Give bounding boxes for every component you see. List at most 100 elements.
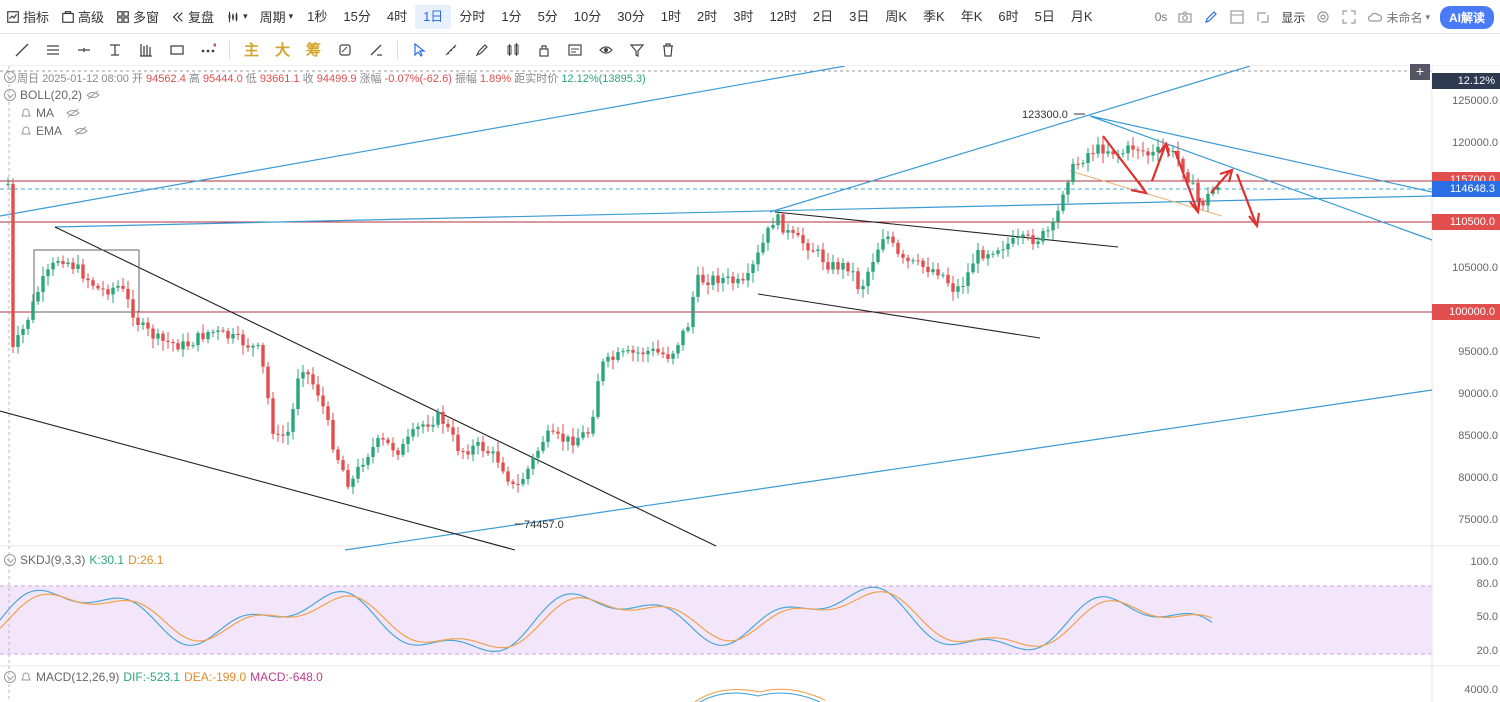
lock-tool[interactable] (528, 34, 559, 66)
period-11[interactable]: 3时 (733, 8, 754, 24)
trendline-upper-left[interactable] (0, 66, 846, 217)
collapse-icon[interactable] (4, 554, 16, 566)
erase-tool[interactable] (360, 34, 391, 66)
collapse-icon[interactable] (4, 671, 16, 683)
candle-body (1121, 153, 1125, 155)
candle-body (556, 431, 560, 434)
trendline-tool[interactable] (6, 34, 37, 66)
replay-button[interactable]: 复盘 (165, 5, 220, 29)
candle-body (176, 343, 180, 350)
period-4[interactable]: 分时 (459, 8, 486, 24)
top-toolbar: 指标 高级 多窗 复盘 ▾ 周期 ▾ 1秒 15分 4时 1日 分时 1分 5分 10分 30分… (0, 0, 1500, 34)
eye-off-icon[interactable] (74, 126, 88, 136)
candle-body (736, 278, 740, 284)
indicator-tool[interactable] (497, 34, 528, 66)
eye-off-icon[interactable] (66, 108, 80, 118)
main-chart-tool[interactable]: 主 (243, 42, 259, 59)
ma-row[interactable]: MA (20, 106, 80, 120)
bell-icon (21, 108, 31, 117)
period-15[interactable]: 周K (885, 8, 908, 24)
trendline-descending-2[interactable] (1089, 115, 1433, 193)
candle-body (71, 262, 75, 270)
period-16[interactable]: 季K (923, 8, 945, 24)
period-18[interactable]: 6时 (998, 8, 1019, 24)
candle-body (236, 333, 240, 335)
period-2[interactable]: 4时 (386, 8, 408, 24)
eye-off-icon[interactable] (86, 90, 100, 100)
period-12[interactable]: 12时 (769, 8, 797, 24)
period-9[interactable]: 1时 (660, 8, 681, 24)
camera-icon[interactable] (1177, 9, 1193, 25)
delete-tool[interactable] (652, 34, 683, 66)
period-7[interactable]: 10分 (573, 8, 602, 24)
period-14[interactable]: 3日 (849, 8, 870, 24)
more-tools[interactable] (192, 34, 223, 66)
price-chart[interactable]: 123300.0 74457.0 (0, 66, 1500, 702)
period-0[interactable]: 1秒 (307, 8, 328, 24)
wedge-upper[interactable] (774, 211, 1119, 248)
ema-row[interactable]: EMA (20, 124, 88, 138)
consolidation-box[interactable] (33, 249, 140, 313)
expand-icon[interactable] (1255, 9, 1271, 25)
trendline-black-lower[interactable] (0, 410, 516, 551)
candle-body (231, 333, 235, 339)
rectangle-tool[interactable] (161, 34, 192, 66)
period-8[interactable]: 30分 (617, 8, 645, 24)
ai-interpret-button[interactable]: AI解读 (1439, 5, 1494, 29)
fib-tool[interactable] (130, 34, 161, 66)
candle-body (371, 447, 375, 457)
price-label: 105000.0 (1452, 262, 1498, 274)
ruler-tool[interactable] (435, 34, 466, 66)
display-button[interactable]: 显示 (1281, 10, 1306, 25)
hide-tool[interactable] (590, 34, 621, 66)
trendline-descending[interactable] (1089, 115, 1433, 241)
period-19[interactable]: 5日 (1034, 8, 1055, 24)
macd-dif-line (699, 692, 821, 702)
layout-icon[interactable] (1229, 9, 1245, 25)
boll-row[interactable]: BOLL(20,2) (4, 88, 100, 102)
candle-body (376, 438, 380, 448)
collapse-icon[interactable] (4, 71, 16, 83)
fullscreen-icon[interactable] (1341, 9, 1357, 25)
trendline-channel-top[interactable] (769, 66, 1251, 213)
select-tool[interactable] (404, 34, 435, 66)
trendline-black-upper[interactable] (54, 226, 717, 547)
advanced-button[interactable]: 高级 (55, 5, 110, 29)
filter-tool[interactable] (621, 34, 652, 66)
period-1[interactable]: 15分 (343, 8, 371, 24)
indicator-button[interactable]: 指标 (0, 5, 55, 29)
candle-body (36, 292, 40, 302)
period-20[interactable]: 月K (1070, 8, 1093, 24)
period-17[interactable]: 年K (960, 8, 983, 24)
vertical-tool[interactable] (99, 34, 130, 66)
add-button[interactable]: + (1410, 64, 1430, 80)
collapse-icon[interactable] (4, 89, 16, 101)
wedge-lower[interactable] (757, 293, 1041, 339)
period-13[interactable]: 2日 (812, 8, 834, 24)
pen-icon[interactable] (1203, 9, 1219, 25)
candle-body (601, 361, 605, 382)
candle-body (506, 471, 510, 482)
period-5[interactable]: 1分 (501, 8, 522, 24)
magnet-tool[interactable] (329, 34, 360, 66)
trendline-lower-support[interactable] (344, 389, 1433, 551)
brush-tool[interactable] (466, 34, 497, 66)
skdj-row[interactable]: SKDJ(9,3,3) K:30.1 D:26.1 (4, 553, 163, 567)
candle-body (881, 239, 885, 250)
gear-icon[interactable] (1315, 9, 1331, 25)
candle-type-button[interactable]: ▾ (220, 5, 254, 29)
macd-row[interactable]: MACD(12,26,9) DIF:-523.1 DEA:-199.0 MACD… (4, 670, 323, 684)
chip-tool[interactable]: 筹 (305, 42, 321, 59)
multiwindow-button[interactable]: 多窗 (110, 5, 165, 29)
note-tool[interactable] (559, 34, 590, 66)
candle-body (341, 460, 345, 470)
period-6[interactable]: 5分 (537, 8, 558, 24)
horizontal-line-tool[interactable] (68, 34, 99, 66)
period-10[interactable]: 2时 (696, 8, 718, 24)
candle-body (106, 289, 110, 295)
parallel-line-tool[interactable] (37, 34, 68, 66)
period-3[interactable]: 1日 (415, 4, 452, 29)
cloud-save[interactable]: 未命名 ▾ (1367, 9, 1430, 26)
big-tool[interactable]: 大 (274, 42, 290, 59)
period-menu-button[interactable]: 周期 ▾ (254, 5, 300, 29)
